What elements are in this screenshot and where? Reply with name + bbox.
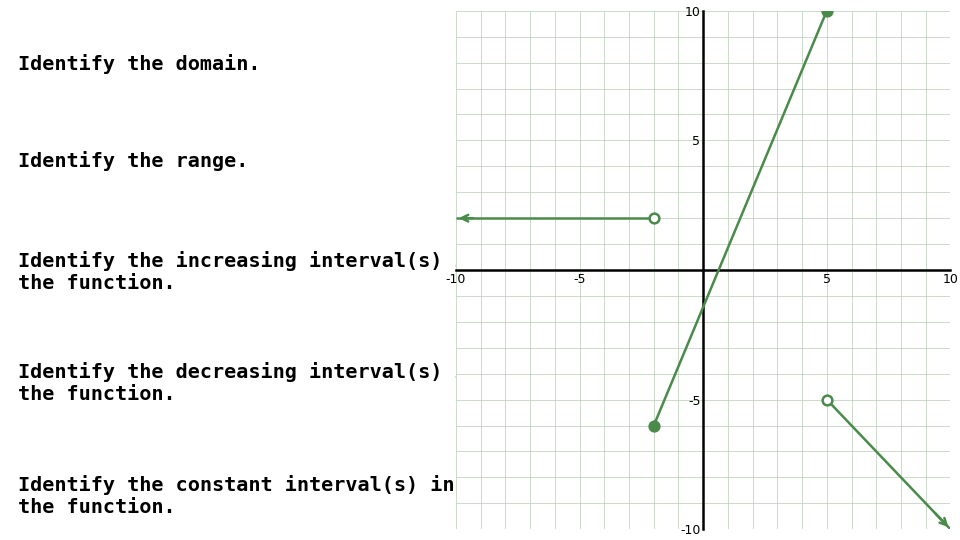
Text: Identify the increasing interval(s) in
the function.: Identify the increasing interval(s) in t… [17,251,478,293]
Text: Identify the constant interval(s) in
the function.: Identify the constant interval(s) in the… [17,475,454,517]
Text: Identify the domain.: Identify the domain. [17,54,260,74]
Text: Identify the decreasing interval(s) in
the function.: Identify the decreasing interval(s) in t… [17,362,478,404]
Text: Identify the range.: Identify the range. [17,151,248,171]
